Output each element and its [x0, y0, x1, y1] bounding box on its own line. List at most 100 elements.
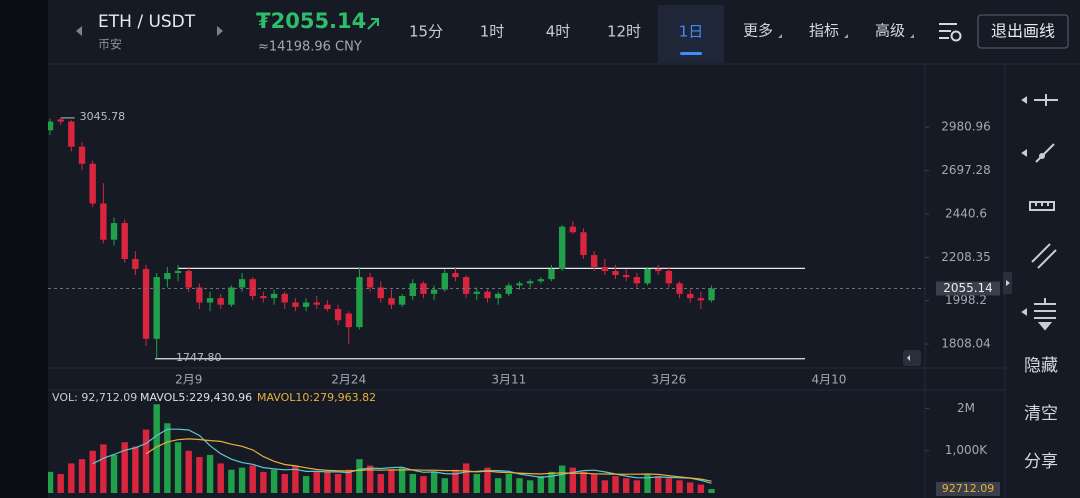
volume-bar	[313, 471, 320, 493]
volume-bar	[590, 473, 598, 493]
mavol-line	[145, 438, 712, 482]
toolbar-action[interactable]: 分享	[1024, 452, 1058, 472]
volume-bar	[484, 467, 491, 493]
exit-button[interactable]: 退出画线	[991, 22, 1055, 41]
volume-bar	[334, 473, 342, 493]
menu[interactable]: 更多	[743, 22, 773, 40]
candle-body	[420, 283, 427, 294]
price: ₮2055.14	[256, 9, 366, 33]
collapse-arrow	[1006, 280, 1010, 286]
candle-body	[228, 287, 235, 305]
selected-tab-underline	[680, 52, 702, 55]
candle-body	[484, 291, 491, 299]
reset-button[interactable]	[903, 350, 921, 366]
horizontal-line-tool[interactable]	[1021, 94, 1058, 106]
volume-bar	[366, 465, 374, 493]
ruler-tool[interactable]	[1029, 201, 1055, 211]
volume-bar	[377, 473, 384, 493]
volume-bar	[580, 471, 587, 493]
toolbar-icons	[1021, 94, 1058, 331]
volume-bar	[324, 471, 331, 493]
candle-body	[121, 223, 128, 259]
volume-bar	[196, 457, 203, 493]
exchange: 币安	[98, 37, 122, 52]
candle-body	[334, 309, 342, 321]
candle-body	[601, 266, 609, 271]
menu-caret	[844, 34, 848, 38]
channel-tool[interactable]	[1031, 243, 1057, 269]
volume-bar	[46, 471, 54, 493]
candle-body	[622, 275, 630, 278]
volume-bar	[260, 471, 267, 493]
y-tick-label: 2980.96	[941, 120, 991, 134]
interval-tab[interactable]: 12时	[607, 23, 641, 41]
volume-bar	[132, 446, 139, 493]
candle-body	[430, 289, 438, 294]
exit-button-frame[interactable]	[977, 14, 1069, 49]
volume-bar	[345, 469, 352, 493]
volume-bar	[217, 463, 224, 493]
x-tick-label: 4月10	[811, 373, 846, 387]
candle-body	[110, 223, 118, 240]
menu-caret	[910, 34, 914, 38]
volume-bar	[526, 480, 534, 493]
candle-body	[697, 298, 705, 301]
volume-bar	[185, 450, 192, 493]
x-tick-label: 2月24	[331, 373, 366, 387]
volume-bar	[676, 480, 683, 493]
volume-bar	[100, 444, 107, 493]
menu[interactable]: 高级	[875, 22, 905, 40]
volume-bar	[665, 478, 673, 493]
next-arrow[interactable]	[217, 26, 223, 36]
volume-bar	[270, 469, 278, 493]
volume-tick-label: 2M	[957, 401, 975, 415]
volume-bar	[687, 482, 694, 493]
candle-body	[687, 293, 694, 299]
prev-arrow[interactable]	[76, 26, 82, 36]
volume-bar	[622, 478, 630, 493]
candle-body	[409, 283, 416, 297]
interval-tab[interactable]: 4时	[546, 23, 571, 41]
volume-bar	[548, 471, 555, 493]
price-arrow	[367, 18, 379, 30]
volume-bar	[420, 476, 427, 493]
menu[interactable]: 指标	[809, 22, 839, 40]
volume-bar	[537, 476, 545, 493]
current-price-box	[936, 281, 1000, 296]
interval-tab[interactable]: 1日	[679, 23, 704, 41]
candle-body	[292, 302, 299, 307]
candle-body	[708, 288, 715, 301]
volume-bar	[292, 465, 299, 493]
candle-body	[654, 268, 662, 271]
candle-body	[164, 273, 171, 280]
volume-bar	[228, 469, 235, 493]
volume-value-box	[936, 482, 1000, 496]
candle-body	[590, 255, 598, 267]
parallel-tool[interactable]	[1021, 298, 1056, 331]
interval-tab[interactable]: 15分	[409, 23, 443, 41]
candle-body	[238, 279, 246, 288]
y-tick-label: 1808.04	[941, 337, 991, 351]
candle-body	[441, 273, 448, 290]
volume-bar	[206, 454, 214, 493]
y-tick-label: 2697.28	[941, 163, 991, 177]
current-price-label: 2055.14	[943, 281, 993, 295]
ray-tool[interactable]	[1021, 143, 1055, 163]
volume-bar	[473, 473, 480, 493]
candle-body	[398, 296, 406, 305]
toolbar-action[interactable]: 隐藏	[1024, 356, 1058, 376]
candle-body	[569, 226, 577, 233]
toolbar-action[interactable]: 清空	[1024, 404, 1058, 424]
volume-bar	[612, 476, 619, 493]
settings-icon[interactable]	[939, 23, 962, 42]
volume-bar	[558, 465, 566, 493]
high-marker-label: 3045.78	[80, 110, 126, 123]
volume-bar	[281, 473, 288, 493]
legend-entry: MAVOL10:279,963.82	[257, 391, 376, 404]
candle-body	[281, 293, 288, 303]
interval-tab[interactable]: 1时	[480, 23, 505, 41]
menus: 更多 指标 高级	[743, 22, 914, 40]
candle-body	[153, 277, 160, 339]
